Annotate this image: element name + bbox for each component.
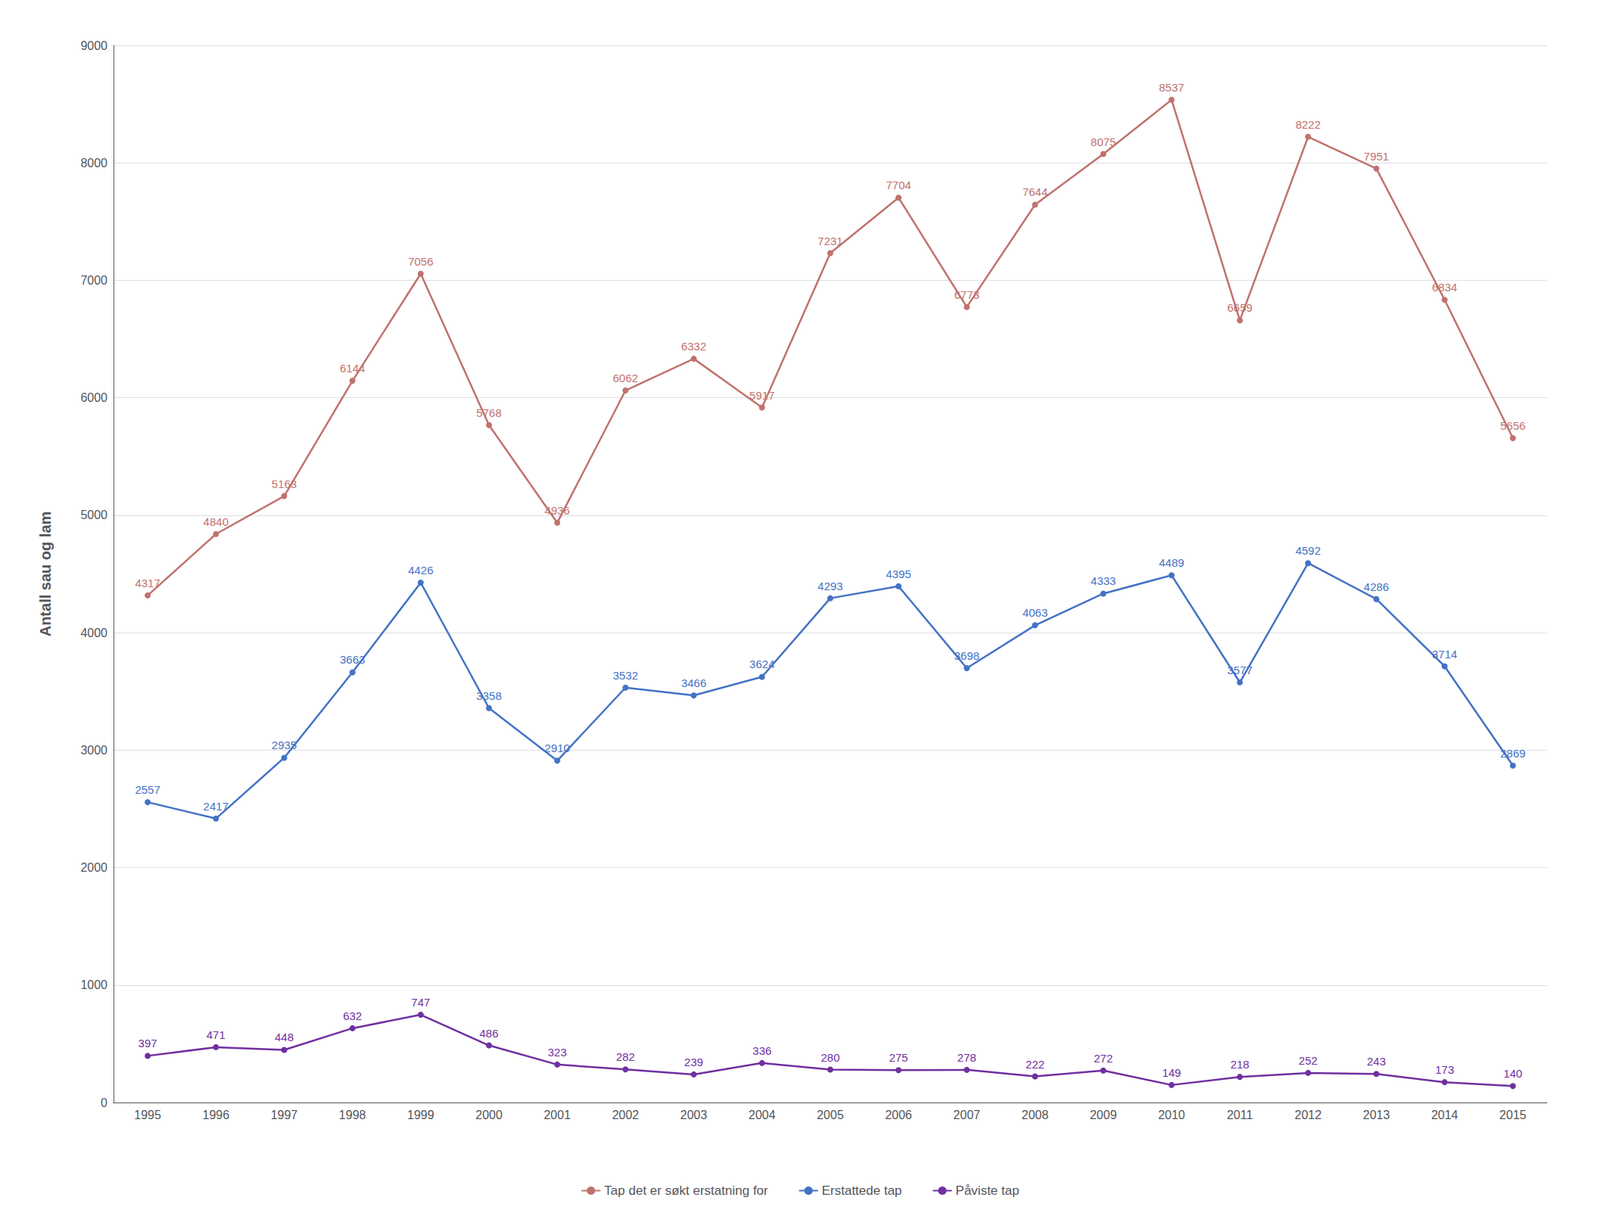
svg-text:149: 149 [1161, 1066, 1181, 1080]
svg-text:3358: 3358 [476, 689, 502, 703]
svg-text:8537: 8537 [1158, 80, 1184, 94]
svg-text:282: 282 [616, 1050, 636, 1064]
svg-text:7056: 7056 [407, 255, 433, 268]
svg-text:222: 222 [1025, 1058, 1045, 1071]
svg-text:4293: 4293 [817, 579, 843, 593]
svg-text:218: 218 [1230, 1058, 1250, 1071]
svg-text:448: 448 [274, 1030, 294, 1044]
svg-text:7000: 7000 [80, 273, 108, 287]
svg-text:3466: 3466 [681, 676, 707, 690]
svg-text:Tap det er søkt erstatning for: Tap det er søkt erstatning for [603, 1183, 769, 1199]
svg-text:2015: 2015 [1499, 1108, 1527, 1122]
svg-text:4286: 4286 [1363, 580, 1389, 594]
svg-text:2869: 2869 [1500, 747, 1526, 760]
svg-text:632: 632 [342, 1009, 362, 1023]
svg-text:5656: 5656 [1500, 419, 1526, 433]
svg-text:6000: 6000 [80, 391, 108, 405]
svg-text:471: 471 [206, 1028, 226, 1042]
svg-text:2000: 2000 [475, 1108, 503, 1122]
svg-text:7231: 7231 [817, 234, 843, 248]
svg-text:7951: 7951 [1363, 149, 1389, 163]
svg-text:2007: 2007 [953, 1108, 981, 1122]
svg-text:7644: 7644 [1022, 185, 1048, 199]
svg-text:2004: 2004 [748, 1108, 776, 1122]
svg-text:243: 243 [1366, 1055, 1386, 1068]
svg-text:Antall sau og lam: Antall sau og lam [37, 511, 54, 638]
svg-text:1999: 1999 [407, 1108, 435, 1122]
svg-text:5917: 5917 [749, 389, 775, 402]
svg-text:2005: 2005 [816, 1108, 844, 1122]
svg-text:6062: 6062 [613, 371, 639, 385]
svg-text:6144: 6144 [339, 361, 365, 375]
svg-text:7704: 7704 [886, 178, 912, 192]
svg-text:6332: 6332 [681, 339, 707, 353]
svg-text:0: 0 [100, 1096, 108, 1110]
svg-text:3663: 3663 [339, 653, 365, 667]
svg-text:3000: 3000 [80, 743, 108, 757]
svg-text:8075: 8075 [1090, 135, 1116, 149]
svg-text:252: 252 [1298, 1054, 1318, 1068]
svg-text:2557: 2557 [134, 783, 160, 797]
svg-text:1997: 1997 [270, 1108, 299, 1122]
svg-text:4489: 4489 [1158, 556, 1184, 570]
svg-text:140: 140 [1503, 1067, 1523, 1081]
svg-text:3532: 3532 [613, 669, 639, 682]
svg-text:2000: 2000 [80, 861, 108, 875]
svg-text:4063: 4063 [1022, 606, 1048, 620]
svg-text:2010: 2010 [1157, 1108, 1186, 1122]
svg-text:Erstattede tap: Erstattede tap [821, 1183, 903, 1199]
svg-text:2910: 2910 [544, 741, 570, 755]
svg-text:4426: 4426 [407, 563, 433, 577]
svg-text:6834: 6834 [1431, 280, 1457, 294]
svg-text:272: 272 [1093, 1052, 1113, 1065]
svg-text:4000: 4000 [80, 626, 108, 640]
svg-text:397: 397 [138, 1036, 158, 1050]
svg-text:2006: 2006 [884, 1108, 913, 1122]
svg-text:2003: 2003 [680, 1108, 708, 1122]
svg-text:5163: 5163 [271, 477, 297, 491]
svg-text:3577: 3577 [1226, 663, 1252, 677]
svg-text:1995: 1995 [133, 1108, 162, 1122]
svg-text:3698: 3698 [954, 649, 980, 663]
svg-text:280: 280 [820, 1051, 840, 1065]
svg-text:9000: 9000 [80, 39, 108, 53]
svg-text:2001: 2001 [543, 1108, 571, 1122]
svg-text:4317: 4317 [134, 576, 160, 590]
svg-text:6659: 6659 [1226, 301, 1252, 315]
svg-text:8000: 8000 [80, 156, 108, 170]
svg-text:4840: 4840 [203, 515, 229, 529]
svg-text:1000: 1000 [80, 978, 108, 992]
svg-text:2013: 2013 [1363, 1108, 1391, 1122]
svg-text:Påviste tap: Påviste tap [955, 1183, 1020, 1199]
svg-text:2009: 2009 [1089, 1108, 1118, 1122]
svg-text:3624: 3624 [749, 657, 775, 671]
svg-text:2012: 2012 [1294, 1108, 1323, 1122]
svg-text:4936: 4936 [544, 504, 570, 517]
svg-text:4592: 4592 [1295, 544, 1321, 558]
svg-text:5000: 5000 [80, 508, 108, 522]
svg-text:2417: 2417 [203, 800, 229, 813]
svg-text:278: 278 [957, 1051, 977, 1065]
svg-text:6773: 6773 [954, 288, 980, 302]
svg-text:2014: 2014 [1431, 1108, 1459, 1122]
svg-text:2002: 2002 [612, 1108, 640, 1122]
svg-text:8222: 8222 [1295, 118, 1321, 131]
svg-text:275: 275 [889, 1051, 909, 1065]
svg-text:1998: 1998 [339, 1108, 367, 1122]
svg-text:2011: 2011 [1226, 1108, 1254, 1122]
svg-text:486: 486 [479, 1027, 499, 1040]
svg-text:239: 239 [684, 1055, 704, 1069]
svg-text:336: 336 [752, 1044, 772, 1058]
svg-text:323: 323 [547, 1045, 567, 1059]
svg-text:1996: 1996 [202, 1108, 230, 1122]
svg-text:4395: 4395 [886, 567, 912, 581]
svg-text:3714: 3714 [1431, 647, 1457, 661]
svg-text:747: 747 [410, 996, 430, 1009]
svg-text:4333: 4333 [1090, 574, 1116, 588]
svg-text:173: 173 [1435, 1063, 1454, 1077]
svg-text:2935: 2935 [271, 738, 297, 752]
svg-text:5768: 5768 [476, 406, 502, 420]
svg-text:2008: 2008 [1021, 1108, 1050, 1122]
